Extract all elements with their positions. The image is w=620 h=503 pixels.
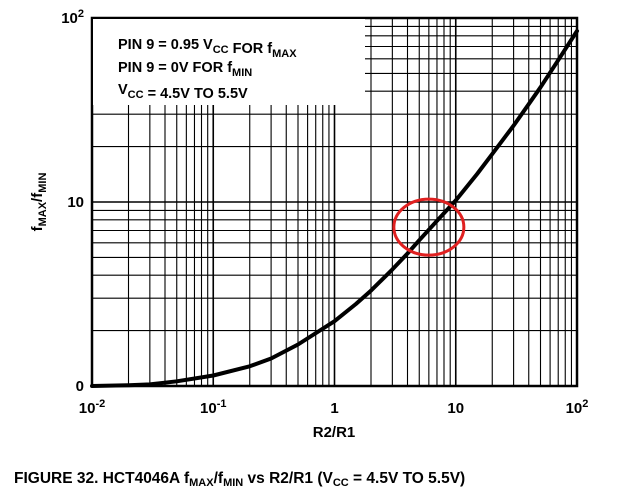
x-tick-label: 10-1 bbox=[200, 398, 226, 417]
x-tick-labels: 10-2 10-1 1 10 102 bbox=[79, 398, 589, 417]
x-axis-label: R2/R1 bbox=[313, 424, 356, 441]
note-line: VCC = 4.5V TO 5.5V bbox=[118, 82, 248, 102]
note-line: PIN 9 = 0.95 VCC FOR fMAX bbox=[118, 37, 297, 60]
x-tick-label: 10 bbox=[447, 400, 464, 417]
y-tick-label: 0 bbox=[76, 378, 84, 395]
plot-frame bbox=[90, 16, 579, 388]
y-tick-labels: 0 10 102 bbox=[61, 8, 84, 395]
y-tick-label: 102 bbox=[61, 8, 84, 27]
notes-box bbox=[93, 19, 365, 105]
annotation-circle bbox=[392, 197, 466, 257]
x-tick-label: 102 bbox=[566, 398, 589, 417]
series bbox=[90, 29, 579, 388]
note-line: PIN 9 = 0V FOR fMIN bbox=[118, 60, 252, 79]
y-axis-label: fMAX/fMIN bbox=[29, 173, 49, 232]
figure-caption: FIGURE 32. HCT4046A fMAX/fMIN vs R2/R1 (… bbox=[14, 470, 466, 489]
annotation bbox=[392, 197, 466, 257]
x-tick-label: 10-2 bbox=[79, 398, 105, 417]
x-tick-label: 1 bbox=[330, 400, 338, 417]
y-tick-label: 10 bbox=[67, 194, 84, 211]
